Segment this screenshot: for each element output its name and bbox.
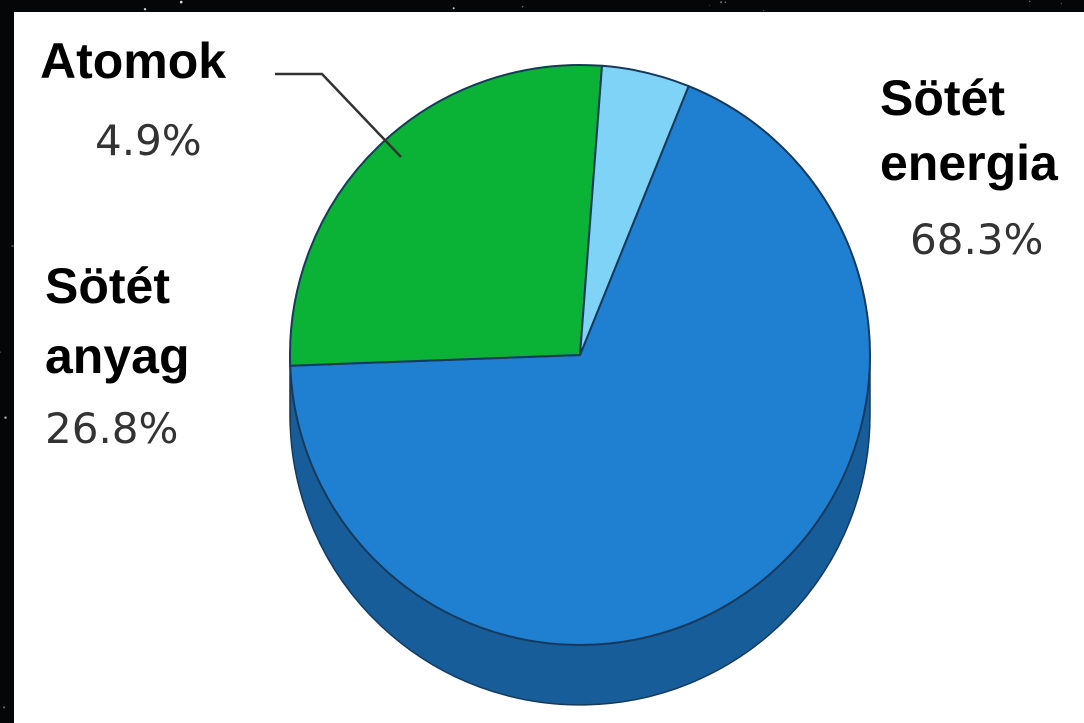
- star: [11, 244, 14, 248]
- dark-energy-value: 68.3%: [910, 215, 1043, 264]
- star: [720, 1, 722, 4]
- dark-energy-name-line-1: Sötét: [880, 70, 1005, 126]
- atoms-value: 4.9%: [95, 116, 202, 165]
- slice-dark-energy: [289, 85, 871, 646]
- star: [3, 706, 6, 709]
- star: [4, 416, 7, 419]
- dark-matter-name-line-1: Sötét: [45, 258, 170, 314]
- slice-atoms: [579, 64, 690, 356]
- pie-slices: [289, 64, 871, 646]
- label-atoms: Atomok 4.9%: [40, 33, 402, 165]
- dark-matter-name-line-2: anyag: [45, 328, 190, 384]
- star: [179, 0, 183, 4]
- star: [708, 5, 710, 7]
- star: [0, 351, 1, 354]
- dark-energy-name-line-2: energia: [880, 135, 1059, 191]
- star: [452, 7, 455, 10]
- star: [724, 1, 727, 3]
- star: [522, 6, 524, 8]
- star: [1029, 0, 1031, 3]
- atoms-leader-line: [275, 72, 402, 158]
- slice-dark-matter: [289, 64, 603, 367]
- star: [143, 7, 147, 11]
- label-dark-energy: Sötét energia 68.3%: [880, 70, 1059, 264]
- star: [763, 10, 765, 12]
- atoms-name: Atomok: [40, 33, 226, 89]
- label-dark-matter: Sötét anyag 26.8%: [45, 258, 190, 453]
- dark-matter-value: 26.8%: [45, 404, 178, 453]
- star: [1060, 3, 1062, 5]
